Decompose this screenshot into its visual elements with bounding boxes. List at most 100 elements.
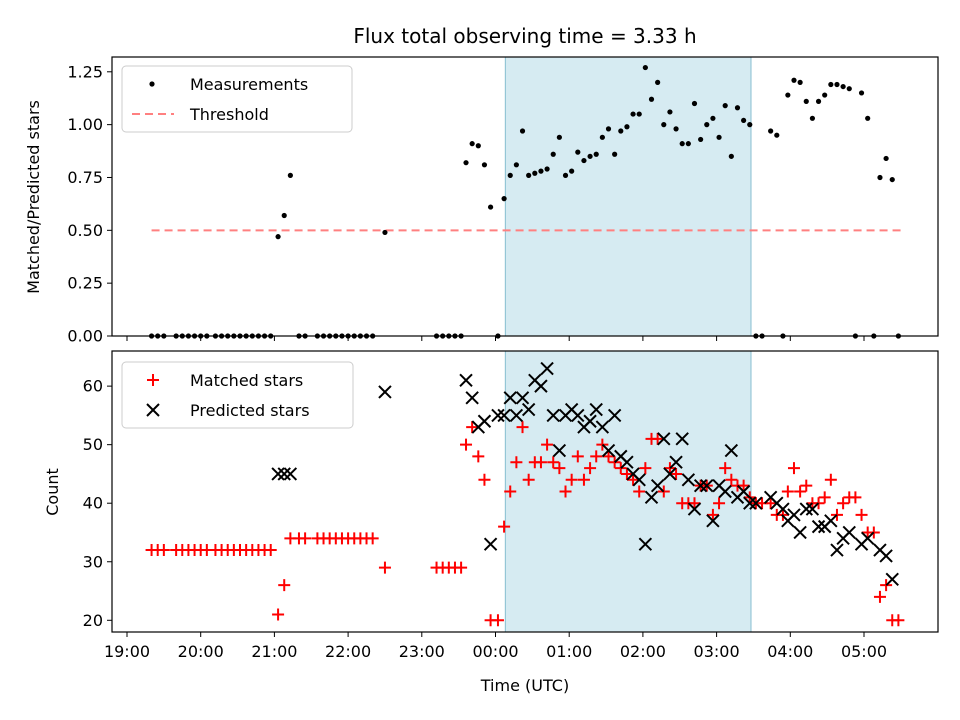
predicted-star-point <box>860 531 875 546</box>
matched-star-point <box>602 450 615 463</box>
matched-star-point <box>855 508 868 521</box>
legend-label-predicted: Predicted stars <box>190 401 310 420</box>
predicted-star-point <box>693 478 708 493</box>
predicted-star-point <box>776 502 790 516</box>
predicted-star-point <box>805 502 820 516</box>
measurement-point <box>728 153 734 159</box>
predicted-star-point <box>681 473 696 487</box>
legend-marker-matched <box>147 374 159 386</box>
predicted-star-point <box>595 420 610 434</box>
matched-star-point <box>541 438 554 451</box>
bottom-y-label: Count <box>43 468 62 516</box>
predicted-star-point <box>620 455 634 469</box>
measurement-point <box>569 168 575 174</box>
matched-star-point <box>892 614 905 627</box>
measurement-point <box>501 196 507 202</box>
bottom-panel: 20 30 40 50 60 19:00 20:00 21:00 22:00 23:00 00:0… <box>43 350 939 695</box>
matched-star-point <box>472 450 485 463</box>
predicted-star-point <box>657 432 671 446</box>
x-axis-label: Time (UTC) <box>480 676 569 695</box>
top-y-tick-label: 0.00 <box>67 327 103 346</box>
measurement-point <box>768 128 774 134</box>
measurement-point <box>667 109 673 115</box>
measurement-point <box>618 128 624 134</box>
predicted-star-point <box>718 484 732 499</box>
measurement-point <box>593 151 599 157</box>
matched-star-point <box>571 450 584 463</box>
measurement-point <box>519 128 526 134</box>
matched-star-point <box>590 450 603 463</box>
top-observing-window <box>504 56 752 337</box>
matched-star-point <box>366 532 379 545</box>
bottom-y-tick-label: 40 <box>83 494 103 513</box>
measurement-point <box>599 134 605 140</box>
legend-label-matched: Matched stars <box>190 371 303 390</box>
x-tick-label: 22:00 <box>325 642 371 661</box>
predicted-star-point <box>271 467 285 481</box>
predicted-star-point <box>700 478 714 493</box>
top-y-label: Matched/Predicted stars <box>24 100 43 294</box>
x-tick-label: 19:00 <box>104 642 150 661</box>
predicted-star-point <box>644 490 659 505</box>
matched-star-point <box>764 497 777 510</box>
bottom-y-tick-label: 30 <box>83 552 103 571</box>
bottom-y-tick-label: 50 <box>83 435 103 454</box>
matched-star-point <box>725 473 738 486</box>
measurement-point <box>822 92 828 98</box>
x-tick-label: 23:00 <box>399 642 445 661</box>
measurement-point <box>734 105 741 111</box>
x-tick-label: 05:00 <box>841 642 887 661</box>
measurement-point <box>475 143 481 149</box>
top-legend: Measurements Threshold <box>121 65 353 133</box>
matched-star-point <box>157 544 170 557</box>
measurement-point <box>630 111 636 117</box>
predicted-star-point <box>521 402 536 417</box>
legend-marker-measurements <box>149 81 155 87</box>
predicted-star-point <box>277 467 291 481</box>
predicted-star-point <box>749 496 763 510</box>
measurement-point <box>275 234 281 240</box>
matched-star-point <box>818 491 831 504</box>
matched-star-point <box>516 421 529 434</box>
predicted-star-point <box>830 543 844 557</box>
measurement-point <box>481 162 488 168</box>
top-legend-box <box>121 65 353 133</box>
matched-star-point <box>781 485 794 498</box>
matched-star-point <box>522 473 535 486</box>
measurement-point <box>865 115 871 121</box>
predicted-star-point <box>663 467 677 481</box>
x-tick-label: 20:00 <box>178 642 224 661</box>
measurement-point <box>774 132 780 138</box>
matched-star-point <box>794 485 807 498</box>
measurement-point <box>526 172 532 178</box>
measurement-point <box>691 100 698 107</box>
measurement-point <box>556 134 562 140</box>
measurement-point <box>698 136 704 143</box>
matched-star-point <box>504 485 517 498</box>
measurement-point <box>532 170 538 176</box>
matched-star-point <box>706 508 719 521</box>
bottom-y-tick-label: 20 <box>83 611 103 630</box>
measurement-point <box>809 115 816 121</box>
predicted-star-point <box>601 443 616 458</box>
measurement-point <box>673 126 679 132</box>
predicted-star-point <box>459 373 473 387</box>
predicted-star-point <box>811 519 826 534</box>
bottom-x-axis: 19:00 20:00 21:00 22:00 23:00 00:00 01:00 02:00… <box>104 632 887 661</box>
measurement-point <box>612 151 618 157</box>
predicted-star-point <box>546 408 560 423</box>
measurement-point <box>550 151 556 157</box>
measurement-point <box>581 157 587 164</box>
measurement-point <box>846 86 852 92</box>
measurement-point <box>704 122 710 128</box>
x-tick-label: 21:00 <box>251 642 297 661</box>
predicted-star-point <box>491 408 505 423</box>
matched-star-point <box>824 473 837 486</box>
top-y-tick-label: 1.00 <box>67 115 103 134</box>
measurement-point <box>562 172 569 178</box>
predicted-star-point <box>632 473 646 487</box>
matched-star-point <box>837 497 850 510</box>
predicted-star-point <box>650 478 665 493</box>
predicted-star-point <box>571 408 585 423</box>
top-y-tick-label: 0.50 <box>67 221 103 240</box>
